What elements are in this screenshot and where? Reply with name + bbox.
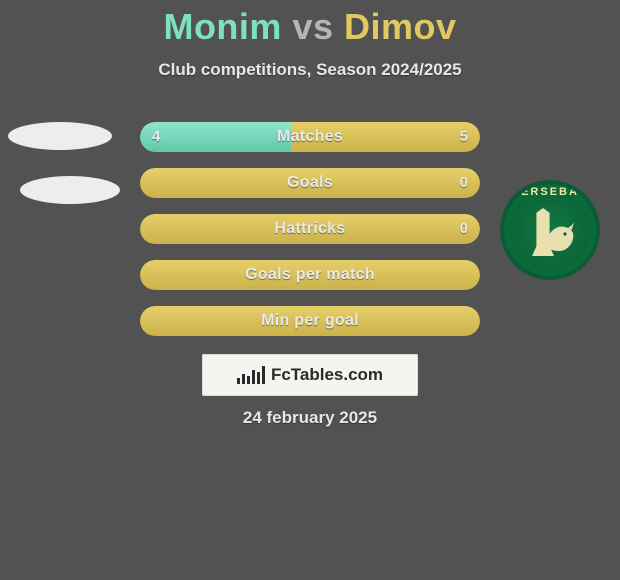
stat-value-right: 0 xyxy=(460,214,468,244)
player1-name: Monim xyxy=(163,6,281,47)
subtitle: Club competitions, Season 2024/2025 xyxy=(0,60,620,80)
stat-value-right: 5 xyxy=(460,122,468,152)
crest-oval xyxy=(20,176,120,204)
stat-value-right: 0 xyxy=(460,168,468,198)
player2-name: Dimov xyxy=(344,6,457,47)
stat-label: Hattricks xyxy=(140,214,480,244)
date-text: 24 february 2025 xyxy=(0,408,620,428)
brand-badge: FcTables.com xyxy=(202,354,418,396)
crest-oval xyxy=(8,122,112,150)
stat-bar: Matches4 5 xyxy=(140,122,480,152)
stat-bar: Goals per match xyxy=(140,260,480,290)
stat-bar: Min per goal xyxy=(140,306,480,336)
stat-bar: Goals0 xyxy=(140,168,480,198)
stat-label: Matches xyxy=(140,122,480,152)
crest-fish-icon xyxy=(538,216,578,256)
brand-text: FcTables.com xyxy=(271,365,383,385)
bar-chart-icon xyxy=(237,366,265,384)
stat-label: Goals xyxy=(140,168,480,198)
title-vs: vs xyxy=(292,6,333,47)
page-title: Monim vs Dimov xyxy=(0,0,620,48)
stat-bars: Matches45Goals0Hattricks0Goals per match… xyxy=(140,122,480,352)
stat-label: Goals per match xyxy=(140,260,480,290)
team2-crest: ERSEBA xyxy=(500,180,600,280)
stat-value-left: 4 xyxy=(152,122,160,152)
stat-label: Min per goal xyxy=(140,306,480,336)
stat-bar: Hattricks0 xyxy=(140,214,480,244)
comparison-infographic: Monim vs Dimov Club competitions, Season… xyxy=(0,0,620,580)
crest-arc-text: ERSEBA xyxy=(521,186,579,198)
